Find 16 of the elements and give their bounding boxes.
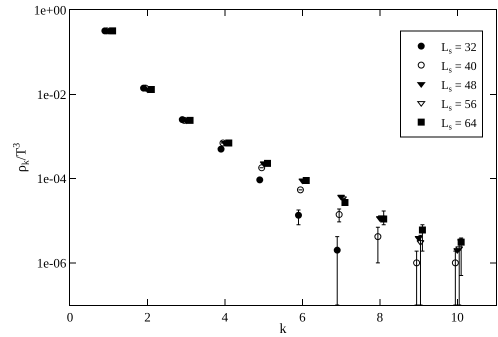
x-tick-label: 4	[222, 310, 229, 325]
y-tick-label: 1e-06	[36, 255, 67, 270]
x-tick-label: 6	[299, 310, 306, 325]
legend-label: L$_{s}$ = 32	[441, 40, 477, 56]
y-tick-label: 1e+00	[34, 2, 66, 18]
legend-label: L$_{s}$ = 40	[441, 58, 477, 74]
x-tick-label: 10	[450, 310, 464, 325]
y-tick-label: 1e-04	[36, 171, 67, 186]
x-axis-title: k	[280, 322, 286, 337]
y-tick-label: 1e-02	[36, 86, 66, 102]
x-tick-label: 8	[376, 310, 384, 325]
x-tick-label: 2	[144, 310, 151, 325]
x-tick-label: 0	[66, 310, 74, 325]
legend-label: L$_{s}$ = 64	[441, 116, 477, 132]
legend-label: L$_{s}$ = 48	[441, 78, 477, 94]
legend-label: L$_{s}$ = 56	[441, 96, 477, 112]
